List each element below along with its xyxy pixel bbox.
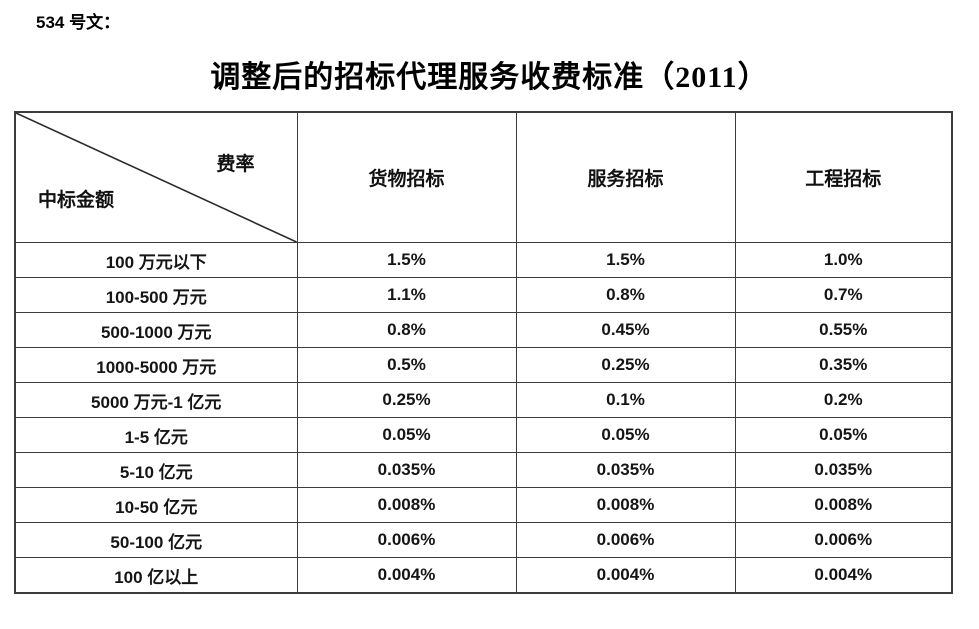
table-row: 100 万元以下 1.5% 1.5% 1.0% [14, 242, 953, 278]
table-row: 100-500 万元 1.1% 0.8% 0.7% [14, 277, 953, 313]
row-label-amount-range: 1000-5000 万元 [14, 347, 298, 383]
row-label-amount-range: 1-5 亿元 [14, 417, 298, 453]
row-label-amount-range: 100 亿以上 [14, 557, 298, 594]
table-row: 100 亿以上 0.004% 0.004% 0.004% [14, 557, 953, 594]
table-body: 100 万元以下 1.5% 1.5% 1.0% 100-500 万元 1.1% 0.8% 0.… [14, 242, 953, 594]
row-label-amount-range: 100 万元以下 [14, 242, 298, 278]
rate-value-cell: 0.006% [296, 522, 517, 558]
rate-value-cell: 0.5% [296, 347, 517, 383]
rate-value-cell: 0.008% [734, 487, 953, 523]
table-row: 50-100 亿元 0.006% 0.006% 0.006% [14, 522, 953, 558]
rate-value-cell: 0.05% [734, 417, 953, 453]
rate-value-cell: 0.035% [296, 452, 517, 488]
rate-value-cell: 0.008% [296, 487, 517, 523]
rate-value-cell: 0.8% [296, 312, 517, 348]
row-label-amount-range: 5-10 亿元 [14, 452, 298, 488]
table-row: 5000 万元-1 亿元 0.25% 0.1% 0.2% [14, 382, 953, 418]
rate-value-cell: 0.05% [296, 417, 517, 453]
rate-value-cell: 0.008% [515, 487, 736, 523]
diagonal-divider-line [16, 113, 297, 242]
rate-value-cell: 0.004% [515, 557, 736, 594]
rate-value-cell: 1.5% [296, 242, 517, 278]
rate-value-cell: 1.0% [734, 242, 953, 278]
table-row: 500-1000 万元 0.8% 0.45% 0.55% [14, 312, 953, 348]
table-row: 1000-5000 万元 0.5% 0.25% 0.35% [14, 347, 953, 383]
page-title: 调整后的招标代理服务收费标准（2011） [210, 61, 769, 94]
rate-value-cell: 0.05% [515, 417, 736, 453]
row-label-amount-range: 10-50 亿元 [14, 487, 298, 523]
table-row: 1-5 亿元 0.05% 0.05% 0.05% [14, 417, 953, 453]
rate-value-cell: 1.1% [296, 277, 517, 313]
rate-value-cell: 0.006% [515, 522, 736, 558]
corner-label-bid-amount: 中标金额 [38, 190, 115, 211]
corner-label-rate: 费率 [216, 154, 255, 175]
rate-value-cell: 0.004% [734, 557, 953, 594]
rate-value-cell: 1.5% [515, 242, 736, 278]
rate-value-cell: 0.1% [515, 382, 736, 418]
rate-value-cell: 0.35% [734, 347, 953, 383]
rate-value-cell: 0.55% [734, 312, 953, 348]
column-header-engineering: 工程招标 [734, 111, 953, 243]
rate-value-cell: 0.45% [515, 312, 736, 348]
rate-value-cell: 0.035% [734, 452, 953, 488]
table-row: 5-10 亿元 0.035% 0.035% 0.035% [14, 452, 953, 488]
rate-value-cell: 0.2% [734, 382, 953, 418]
rate-value-cell: 0.035% [515, 452, 736, 488]
rate-value-cell: 0.25% [296, 382, 517, 418]
rate-value-cell: 0.8% [515, 277, 736, 313]
doc-number-label: 534 号文： [36, 13, 121, 32]
table-row: 10-50 亿元 0.008% 0.008% 0.008% [14, 487, 953, 523]
row-label-amount-range: 50-100 亿元 [14, 522, 298, 558]
rate-value-cell: 0.7% [734, 277, 953, 313]
rate-value-cell: 0.25% [515, 347, 736, 383]
row-label-amount-range: 5000 万元-1 亿元 [14, 382, 298, 418]
fee-rate-table: 费率 中标金额 货物招标 服务招标 工程招标 100 万元以下 1.5% 1.5% 1… [14, 111, 953, 594]
table-header-row: 费率 中标金额 货物招标 服务招标 工程招标 [14, 111, 953, 243]
rate-value-cell: 0.006% [734, 522, 953, 558]
row-label-amount-range: 500-1000 万元 [14, 312, 298, 348]
rate-value-cell: 0.004% [296, 557, 517, 594]
column-header-services: 服务招标 [515, 111, 736, 243]
diagonal-corner-cell: 费率 中标金额 [14, 111, 298, 243]
row-label-amount-range: 100-500 万元 [14, 277, 298, 313]
column-header-goods: 货物招标 [296, 111, 517, 243]
